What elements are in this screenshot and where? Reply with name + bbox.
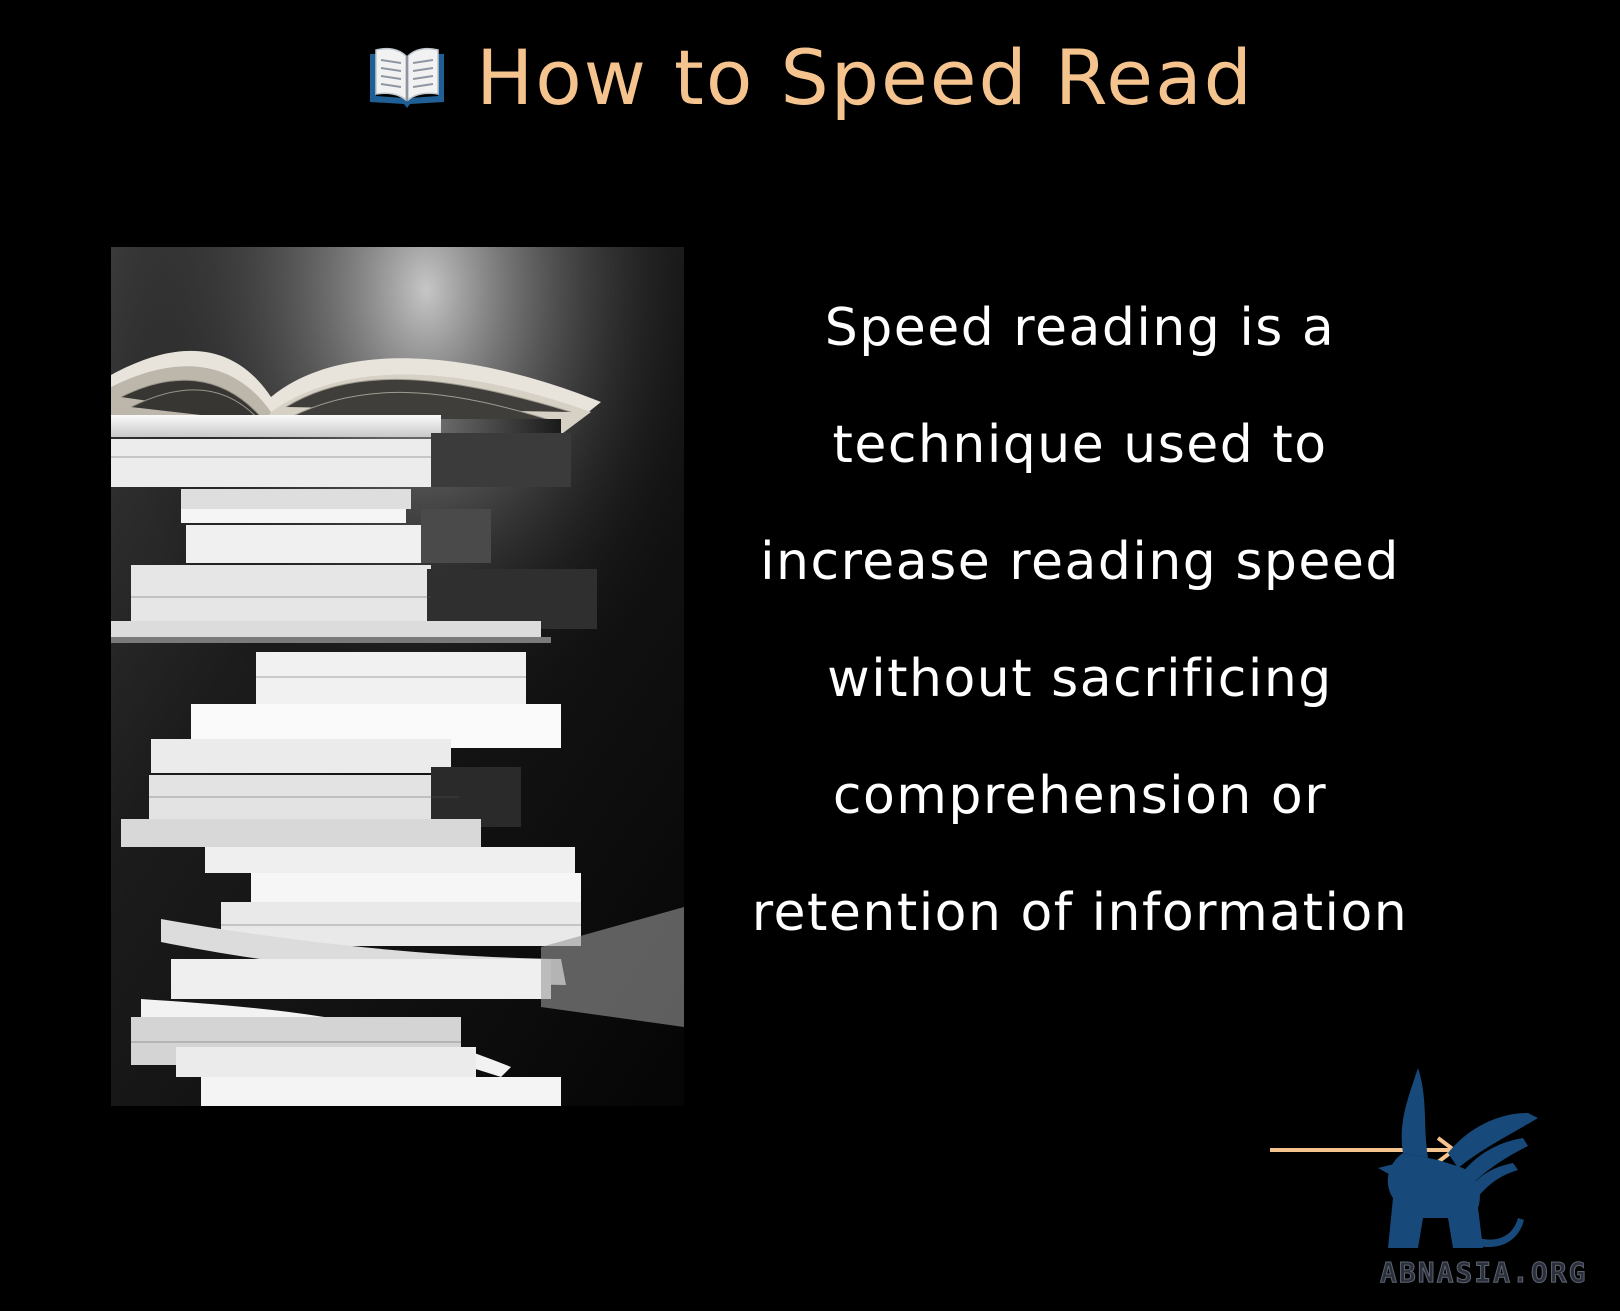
book-stack-photo <box>111 247 684 1106</box>
title-row: How to Speed Read <box>0 28 1620 128</box>
open-book-icon <box>370 47 445 108</box>
griffin-logo-icon <box>1378 1068 1538 1248</box>
watermark-text: ABNASIA.ORG <box>1380 1256 1588 1290</box>
page-title: How to Speed Read <box>476 33 1254 122</box>
body-text: Speed reading is a technique used to inc… <box>751 298 1409 943</box>
